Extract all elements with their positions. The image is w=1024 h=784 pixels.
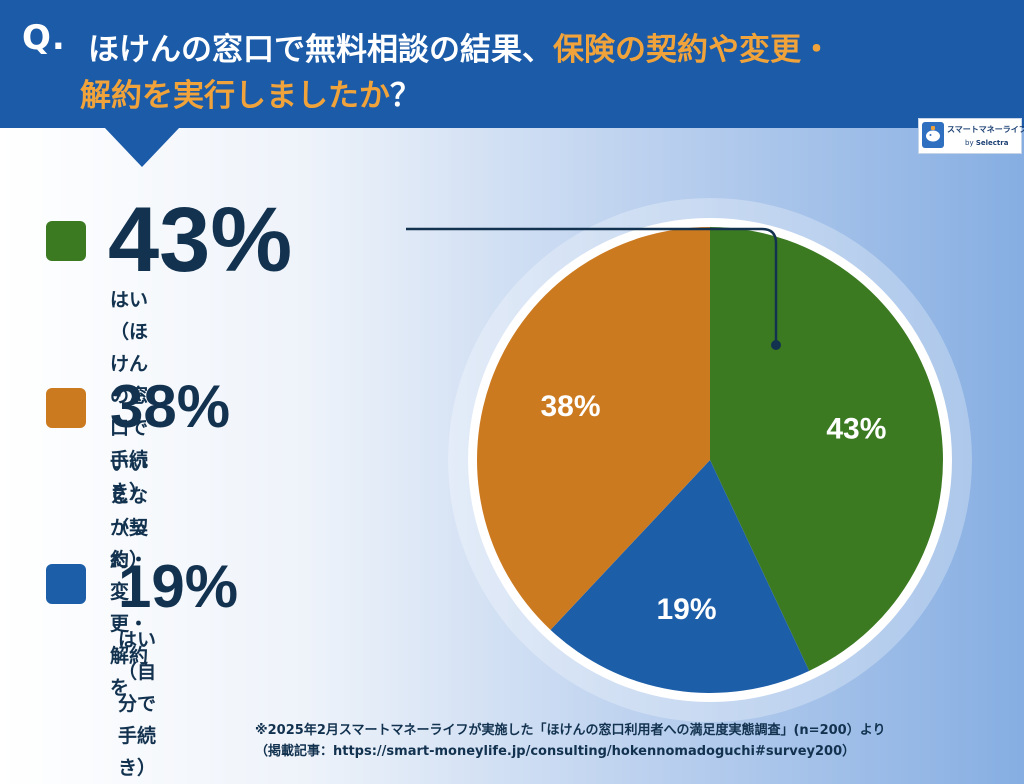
legend-swatch-blue [46,564,86,604]
question-text-highlight-2: 解約を実行しましたか [80,78,390,114]
legend-percent: 19% [118,553,239,620]
legend-label: いいえ（契約・変更・解約を [110,453,149,699]
header-pointer [104,127,180,167]
slice-value-label: 19% [657,593,717,626]
slice-value-label: 43% [826,412,886,445]
legend-percent: 43% [108,189,293,291]
logo-name: スマートマネーライフ [947,125,1024,134]
footnote-line-2: （掲載記事：https://smart-moneylife.jp/consult… [255,744,856,759]
pie-chart: 43% 19% 38% [406,226,943,694]
question-text-white: ほけんの窓口で無料相談の結果、 [88,32,553,68]
legend-swatch-orange [46,388,86,428]
slice-yes-window [710,227,943,671]
question-line-2: 解約を実行しましたか？ [80,70,421,115]
logo-byline: by Selectra [965,139,1008,147]
legend-percent: 38% [110,373,231,440]
callout-dot [771,340,781,350]
slice-value-label: 38% [541,390,601,423]
legend-label-line-2: しなかった） [110,485,149,571]
piggy-bank-icon [922,122,944,148]
legend-swatch-green [46,221,86,261]
slice-no [477,226,710,630]
question-header [0,0,1024,128]
question-text-highlight: 保険の契約や変更・ [553,32,832,68]
callout-leader-line [406,227,778,345]
slice-yes-self [550,460,810,694]
footnote-line-1: ※2025年2月スマートマネーライフが実施した「ほけんの窓口利用者への満足度実態… [255,723,886,738]
question-mark-label: Q. [22,18,66,58]
logo-brand: Selectra [975,139,1009,147]
question-mark-glyph: ？ [390,78,421,114]
legend-label: はい（ほけんの窓口で手続き） [110,289,149,503]
brand-logo: スマートマネーライフ by Selectra [918,118,1024,154]
logo-by: by [965,139,974,147]
question-line-1: ほけんの窓口で無料相談の結果、保険の契約や変更・ [88,24,832,69]
source-footnote: ※2025年2月スマートマネーライフが実施した「ほけんの窓口利用者への満足度実態… [255,720,1015,762]
